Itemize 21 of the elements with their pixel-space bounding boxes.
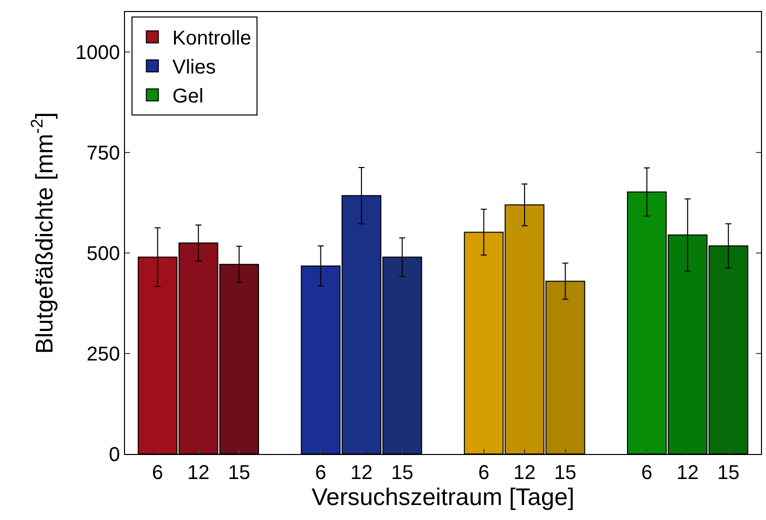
legend-label: Vlies xyxy=(172,56,216,79)
x-tick-label: 15 xyxy=(228,462,250,484)
y-tick-label: 500 xyxy=(86,243,120,266)
x-axis-title: Versuchszeitraum [Tage] xyxy=(312,484,574,511)
y-tick-label: 250 xyxy=(86,344,120,366)
x-tick-label: 15 xyxy=(391,462,414,484)
x-tick-label: 6 xyxy=(478,462,490,484)
legend-label: Gel xyxy=(172,86,204,108)
x-tick-label: 15 xyxy=(554,462,576,484)
x-tick-label: 15 xyxy=(717,462,740,484)
x-tick-label: 6 xyxy=(315,462,326,484)
x-tick-label: 12 xyxy=(513,462,536,484)
x-tick-label: 12 xyxy=(676,462,699,484)
y-tick-label: 1000 xyxy=(76,42,120,64)
y-tick-label: 750 xyxy=(86,142,120,165)
y-tick-label: 0 xyxy=(108,444,120,466)
x-tick-label: 6 xyxy=(641,462,652,484)
x-tick-label: 6 xyxy=(152,462,164,484)
x-tick-label: 12 xyxy=(187,462,210,484)
legend-label: Kontrolle xyxy=(172,28,252,50)
x-tick-label: 12 xyxy=(350,462,373,484)
